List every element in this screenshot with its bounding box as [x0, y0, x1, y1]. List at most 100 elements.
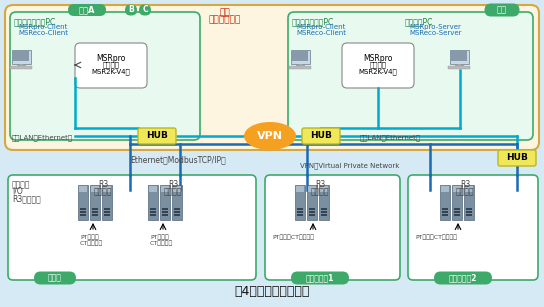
Text: MSR2K-V4）: MSR2K-V4）: [91, 68, 131, 75]
Bar: [91, 186, 99, 192]
Bar: [309, 214, 315, 216]
Bar: [150, 214, 156, 216]
Bar: [309, 211, 315, 213]
Bar: [104, 211, 110, 213]
Bar: [149, 186, 157, 192]
Bar: [454, 208, 460, 210]
Bar: [465, 186, 473, 192]
Bar: [466, 208, 472, 210]
Text: 本社: 本社: [497, 6, 507, 14]
Bar: [297, 214, 303, 216]
Text: 社内: 社内: [220, 8, 230, 17]
Bar: [466, 214, 472, 216]
Bar: [295, 185, 305, 220]
Text: R3シリーズ: R3シリーズ: [12, 194, 41, 203]
Bar: [80, 214, 86, 216]
Bar: [172, 185, 182, 220]
Bar: [319, 185, 329, 220]
Text: （形式：: （形式：: [102, 61, 120, 68]
Text: R3: R3: [460, 180, 470, 189]
FancyBboxPatch shape: [125, 5, 137, 15]
Text: R3: R3: [98, 180, 108, 189]
FancyBboxPatch shape: [138, 128, 176, 144]
Text: PTおよび: PTおよび: [80, 234, 99, 239]
Text: シリーズ: シリーズ: [94, 187, 112, 196]
Bar: [160, 185, 170, 220]
Bar: [10, 66, 33, 69]
Bar: [442, 211, 448, 213]
Text: クライアント用PC: クライアント用PC: [14, 17, 56, 26]
Text: シリーズ: シリーズ: [311, 187, 329, 196]
Text: R3: R3: [315, 180, 325, 189]
Text: B: B: [128, 6, 134, 14]
FancyBboxPatch shape: [408, 175, 538, 280]
Text: シリーズ: シリーズ: [456, 187, 474, 196]
Text: 支店A: 支店A: [79, 6, 95, 14]
Bar: [289, 66, 311, 69]
Bar: [307, 185, 317, 220]
Text: 社内LAN（Ethernet）: 社内LAN（Ethernet）: [12, 134, 73, 141]
Bar: [441, 186, 449, 192]
Bar: [20, 64, 23, 65]
Text: 社内LAN（Ethernet）: 社内LAN（Ethernet）: [360, 134, 421, 141]
Text: PTおよび: PTおよび: [150, 234, 169, 239]
Bar: [321, 211, 327, 213]
Bar: [440, 185, 450, 220]
Bar: [299, 64, 302, 65]
Text: HUB: HUB: [506, 154, 528, 162]
Text: VPN: VPN: [257, 131, 283, 141]
Text: 空調動力盤2: 空調動力盤2: [449, 274, 477, 282]
Bar: [174, 214, 180, 216]
Text: クライアント用PC: クライアント用PC: [292, 17, 334, 26]
Text: 空調動力盤1: 空調動力盤1: [306, 274, 334, 282]
Bar: [150, 208, 156, 210]
Bar: [162, 214, 168, 216]
Text: MSRpro: MSRpro: [96, 54, 126, 63]
Text: 電気室: 電気室: [48, 274, 62, 282]
Bar: [150, 211, 156, 213]
FancyBboxPatch shape: [291, 271, 349, 285]
Bar: [161, 186, 169, 192]
Text: R3: R3: [168, 180, 178, 189]
Text: PTおよびCTから入力: PTおよびCTから入力: [415, 234, 457, 239]
Text: シリーズ: シリーズ: [164, 187, 182, 196]
Text: MSRpro-Server: MSRpro-Server: [409, 24, 461, 30]
FancyBboxPatch shape: [288, 12, 533, 140]
Bar: [148, 185, 158, 220]
Bar: [321, 208, 327, 210]
Text: VPN：Virtual Private Network: VPN：Virtual Private Network: [300, 162, 399, 169]
Bar: [13, 51, 29, 60]
Bar: [296, 65, 305, 67]
Text: PTおよびCTから入力: PTおよびCTから入力: [272, 234, 314, 239]
Text: HUB: HUB: [310, 131, 332, 141]
Bar: [450, 50, 469, 64]
Bar: [162, 208, 168, 210]
Bar: [12, 50, 30, 64]
Bar: [291, 50, 310, 64]
Bar: [78, 185, 88, 220]
Bar: [442, 208, 448, 210]
Bar: [92, 211, 98, 213]
Text: I/O: I/O: [12, 187, 23, 196]
Text: HUB: HUB: [146, 131, 168, 141]
Bar: [297, 211, 303, 213]
Bar: [442, 214, 448, 216]
Bar: [309, 208, 315, 210]
Bar: [321, 214, 327, 216]
Bar: [103, 186, 111, 192]
FancyBboxPatch shape: [5, 5, 539, 150]
Text: MSRpro-Client: MSRpro-Client: [296, 24, 345, 30]
Text: CTから入力: CTから入力: [150, 240, 173, 246]
Bar: [174, 208, 180, 210]
FancyBboxPatch shape: [342, 43, 414, 88]
Bar: [80, 208, 86, 210]
Bar: [17, 65, 26, 67]
Bar: [174, 211, 180, 213]
Text: MSReco-Client: MSReco-Client: [296, 30, 346, 36]
Bar: [458, 64, 461, 65]
Bar: [454, 211, 460, 213]
Bar: [464, 185, 474, 220]
Bar: [80, 211, 86, 213]
Bar: [466, 211, 472, 213]
Text: MSR2K-V4）: MSR2K-V4）: [358, 68, 397, 75]
